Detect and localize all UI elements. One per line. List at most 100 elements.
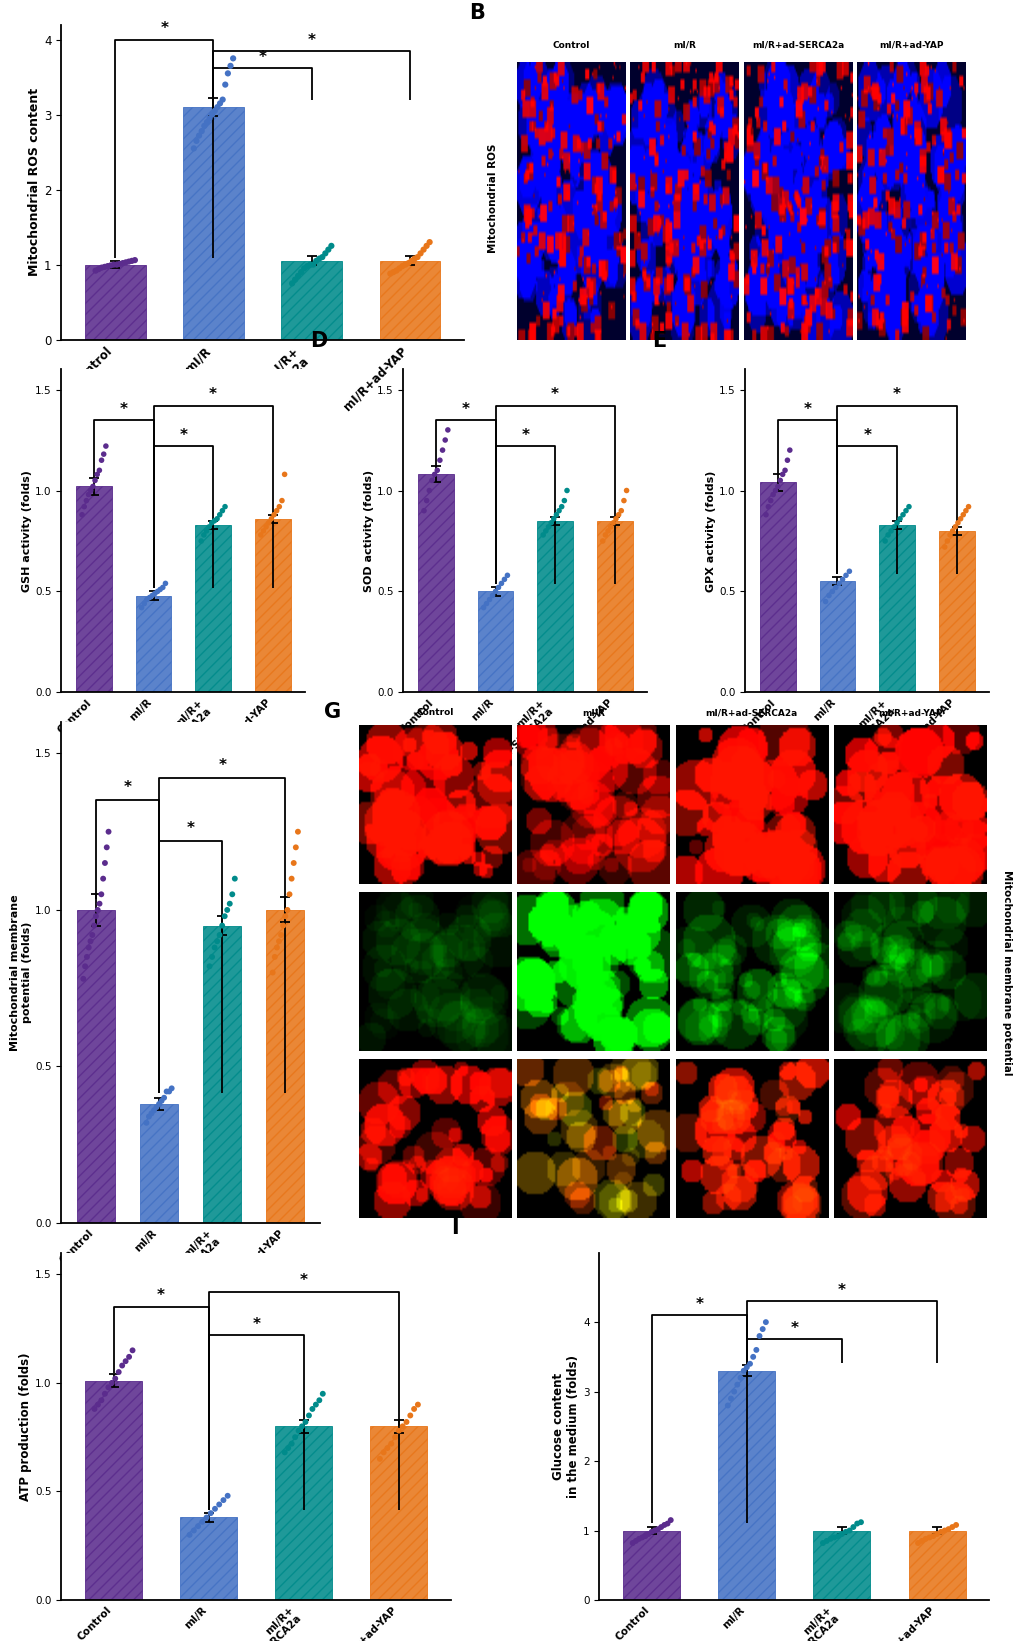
Text: Control: Control: [416, 709, 453, 717]
Point: [371, 1446, 387, 1472]
Point: [542, 510, 558, 537]
Point: [722, 1385, 739, 1411]
Point: [144, 1099, 160, 1126]
Point: [876, 528, 893, 555]
Text: Mitochondrial ROS: Mitochondrial ROS: [487, 143, 497, 253]
Point: [144, 583, 160, 609]
Point: [909, 1529, 925, 1556]
Point: [276, 461, 292, 487]
Point: [401, 1403, 418, 1429]
Point: [222, 53, 238, 79]
Point: [87, 468, 103, 494]
Point: [203, 1500, 219, 1526]
Point: [423, 468, 439, 494]
Point: [390, 1418, 407, 1444]
Bar: [812, 1531, 869, 1600]
Point: [90, 898, 106, 924]
Point: [748, 1337, 764, 1364]
Point: [490, 574, 506, 601]
Point: [97, 850, 113, 876]
Point: [104, 1370, 120, 1396]
Text: Control: Control: [551, 41, 589, 49]
Text: mI/R+ad-SERCA2a: mI/R+ad-SERCA2a: [751, 41, 843, 49]
Text: *: *: [209, 387, 217, 402]
Point: [293, 1413, 310, 1439]
Point: [201, 105, 217, 131]
Point: [388, 258, 405, 284]
Point: [139, 1109, 155, 1136]
Point: [841, 558, 857, 584]
Point: [219, 1483, 235, 1510]
Y-axis label: SOD activity (folds): SOD activity (folds): [364, 469, 374, 592]
Point: [304, 1396, 320, 1423]
Point: [209, 94, 225, 120]
Bar: [908, 1531, 965, 1600]
Point: [403, 248, 419, 274]
Point: [114, 1352, 130, 1378]
Text: 75 μm: 75 μm: [942, 727, 976, 737]
Point: [253, 522, 269, 548]
Point: [97, 1380, 113, 1406]
Point: [281, 881, 298, 907]
Point: [99, 834, 115, 860]
Point: [924, 1523, 941, 1549]
Point: [399, 249, 416, 276]
Point: [217, 494, 233, 520]
Point: [204, 510, 220, 537]
Point: [744, 1344, 760, 1370]
Text: D: D: [310, 330, 327, 351]
Bar: [537, 520, 573, 693]
Point: [268, 497, 284, 523]
Point: [146, 1098, 162, 1124]
Point: [320, 236, 336, 263]
Point: [120, 248, 137, 274]
Point: [181, 1521, 198, 1547]
Point: [193, 528, 209, 555]
Point: [535, 522, 551, 548]
Point: [643, 1520, 659, 1546]
Point: [157, 571, 173, 597]
Bar: [623, 1531, 680, 1600]
Point: [941, 522, 957, 548]
Point: [820, 583, 837, 609]
Point: [852, 1510, 868, 1536]
Bar: [379, 261, 440, 340]
Point: [114, 249, 130, 276]
Point: [111, 251, 127, 277]
Point: [190, 1513, 206, 1539]
Point: [830, 571, 847, 597]
Text: *: *: [862, 428, 870, 443]
Point: [194, 118, 210, 144]
Point: [209, 929, 225, 955]
Point: [81, 481, 97, 507]
Point: [396, 251, 413, 277]
Point: [264, 960, 280, 986]
Point: [78, 487, 95, 514]
Point: [219, 898, 235, 924]
Point: [848, 1510, 864, 1536]
Point: [662, 1506, 679, 1533]
Point: [891, 505, 907, 532]
Point: [886, 514, 902, 540]
Point: [821, 1526, 838, 1552]
Point: [136, 591, 152, 617]
Point: [148, 1095, 164, 1121]
Point: [410, 1392, 426, 1418]
Point: [123, 248, 140, 274]
Point: [275, 912, 291, 939]
Point: [94, 446, 110, 473]
Point: [947, 1511, 963, 1538]
Bar: [85, 264, 146, 340]
Point: [273, 922, 289, 948]
Text: mI/R+ad-YAP: mI/R+ad-YAP: [877, 709, 942, 717]
Text: *: *: [893, 387, 900, 402]
Point: [757, 502, 773, 528]
Text: *: *: [803, 402, 811, 417]
Point: [287, 834, 304, 860]
Point: [658, 1510, 675, 1536]
Text: Mitochondrial membrane potential: Mitochondrial membrane potential: [1001, 870, 1011, 1075]
Point: [81, 934, 97, 960]
Point: [117, 249, 133, 276]
Point: [431, 446, 447, 473]
Point: [308, 248, 324, 274]
